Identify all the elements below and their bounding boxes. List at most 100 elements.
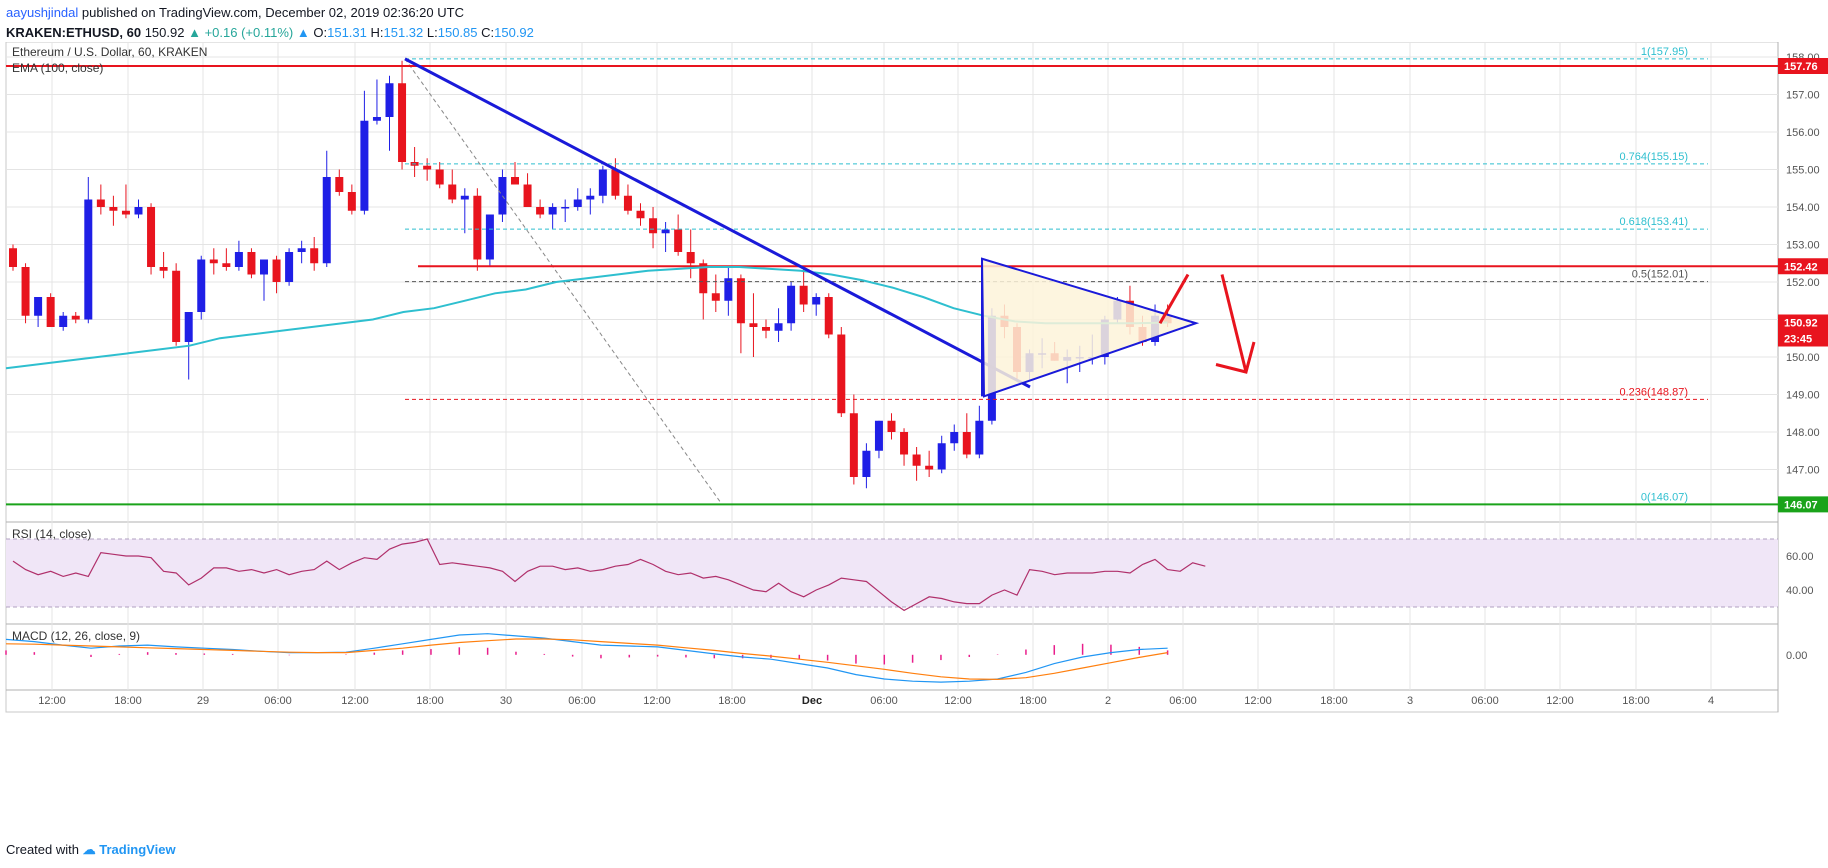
x-tick-label: 12:00	[1244, 695, 1272, 707]
rsi-band	[6, 539, 1778, 607]
candle-body	[71, 315, 80, 320]
candle-body	[711, 293, 720, 301]
x-tick-label: 12:00	[341, 695, 369, 707]
fib-label: 0.618(153.41)	[1620, 216, 1689, 228]
candle-body	[950, 432, 959, 444]
candle-body	[21, 267, 30, 316]
candle-body	[172, 270, 181, 342]
brand[interactable]: TradingView	[99, 842, 176, 857]
price-tick-label: 148.00	[1786, 427, 1820, 439]
candle-body	[649, 218, 658, 234]
x-tick-label: 30	[500, 695, 512, 707]
ema-line	[5, 266, 1168, 370]
candle-body	[887, 420, 896, 432]
candle-body	[736, 278, 745, 324]
author-link[interactable]: aayushjindal	[6, 5, 79, 20]
x-tick-label: 12:00	[944, 695, 972, 707]
countdown-badge	[1778, 330, 1828, 347]
x-tick-label: 06:00	[264, 695, 292, 707]
candle-body	[197, 259, 206, 312]
x-tick-label: 2	[1105, 695, 1111, 707]
price-tick-label: 149.00	[1786, 390, 1820, 402]
support-badge-text: 146.07	[1784, 499, 1818, 511]
candle-body	[975, 420, 984, 455]
rsi-title: RSI (14, close)	[12, 527, 91, 541]
x-tick-label: 06:00	[870, 695, 898, 707]
support-badge	[1778, 496, 1828, 513]
x-tick-label: 12:00	[1546, 695, 1574, 707]
candle-body	[774, 323, 783, 331]
candle-body	[824, 297, 833, 335]
contracting-triangle	[980, 257, 1200, 398]
down-arrow-head	[1215, 341, 1256, 374]
candle-body	[159, 267, 168, 271]
rsi-tick-label: 60.00	[1786, 551, 1814, 563]
candle-body	[322, 177, 331, 264]
chart-frame	[5, 42, 1779, 713]
candle-body	[749, 323, 758, 327]
candle-body	[46, 297, 55, 327]
candle-body	[536, 207, 545, 215]
created-with: Created with	[6, 842, 79, 857]
x-tick-label: 18:00	[1019, 695, 1047, 707]
candle-body	[147, 207, 156, 267]
rsi-line	[12, 538, 1206, 612]
candle-body	[84, 199, 93, 320]
candle-body	[209, 259, 218, 264]
candle-body	[611, 169, 620, 196]
candle-body	[335, 177, 344, 192]
candle-body	[799, 285, 808, 305]
symbol: KRAKEN:ETHUSD, 60	[6, 25, 142, 40]
price-tick-label: 147.00	[1786, 465, 1820, 477]
x-tick-label: 18:00	[114, 695, 142, 707]
l-label: L:	[426, 25, 438, 40]
c-label: C:	[481, 25, 495, 40]
x-tick-label: 06:00	[1169, 695, 1197, 707]
candle-body	[285, 252, 294, 282]
candle-body	[398, 83, 407, 162]
open-value: 151.31	[327, 25, 367, 40]
candle-body	[59, 315, 68, 327]
high-value: 151.32	[383, 25, 424, 40]
published-text: published on TradingView.com, December 0…	[81, 5, 464, 20]
candle-body	[347, 192, 356, 211]
x-tick-label: 06:00	[1471, 695, 1499, 707]
publish-line: aayushjindal published on TradingView.co…	[6, 5, 464, 20]
countdown-badge-text: 23:45	[1784, 334, 1812, 346]
candle-body	[260, 259, 268, 275]
x-tick-label: 18:00	[1622, 695, 1650, 707]
tradingview-logo-icon[interactable]: ☁	[82, 842, 96, 857]
candle-body	[297, 248, 306, 252]
price-tick-label: 154.00	[1786, 202, 1820, 214]
symbol-line: KRAKEN:ETHUSD, 60 150.92 ▲ +0.16 (+0.11%…	[6, 25, 534, 40]
ema-indicator-label: EMA (100, close)	[12, 61, 103, 75]
candle-body	[247, 252, 256, 275]
candle-body	[561, 207, 570, 209]
x-tick-label: 12:00	[643, 695, 671, 707]
candle-body	[448, 184, 457, 200]
candle-body	[234, 252, 243, 267]
candle-body	[623, 195, 632, 211]
close-value: 150.92	[494, 25, 534, 40]
chart-canvas[interactable]: 12:00 18:00 29 06:00 12:00 18:00 30 06:00 12:00 1…	[0, 42, 1828, 862]
candle-body	[310, 248, 319, 264]
candle-body	[724, 278, 733, 301]
fib-label: 0(146.07)	[1641, 491, 1688, 503]
x-tick-label: 18:00	[416, 695, 444, 707]
x-tick-label: Dec	[802, 695, 822, 707]
x-tick-label: 06:00	[568, 695, 596, 707]
flag-icon: ▲	[296, 25, 310, 40]
x-tick-label: 29	[197, 695, 209, 707]
candle-body	[937, 443, 946, 470]
x-tick-label: 3	[1407, 695, 1413, 707]
price-tick-label: 152.00	[1786, 277, 1820, 289]
candle-body	[812, 297, 821, 305]
candle-body	[222, 263, 231, 267]
candle-body	[661, 229, 670, 234]
candle-body	[674, 229, 683, 252]
low-value: 150.85	[437, 25, 478, 40]
fib-label: 1(157.95)	[1641, 46, 1688, 58]
candle-body	[435, 169, 444, 185]
candle-body	[109, 207, 118, 211]
candle-body	[473, 195, 482, 260]
